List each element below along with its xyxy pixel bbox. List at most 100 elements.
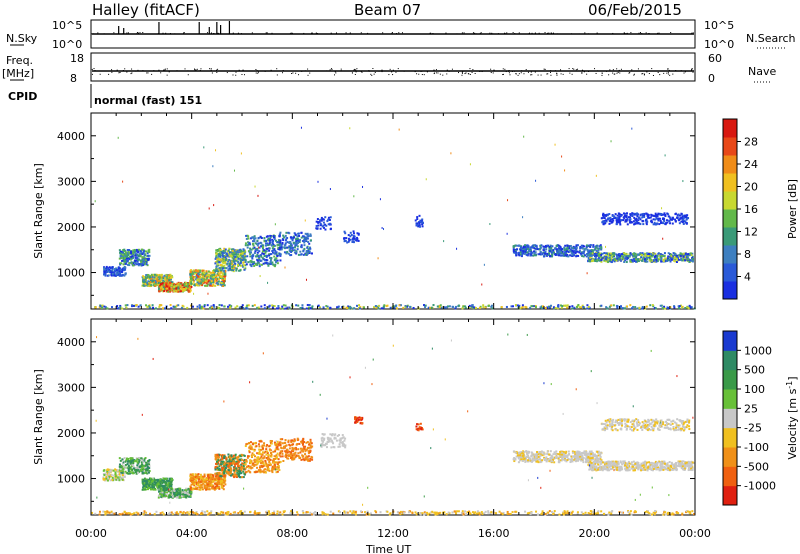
range-cell bbox=[414, 219, 417, 222]
range-cell bbox=[221, 277, 224, 280]
range-cell bbox=[106, 479, 109, 482]
range-cell bbox=[285, 238, 288, 241]
freq-dot bbox=[187, 74, 189, 76]
range-cell bbox=[643, 258, 646, 261]
range-cell bbox=[660, 213, 663, 216]
range-cell bbox=[197, 284, 200, 287]
range-cell bbox=[252, 240, 255, 243]
range-cell bbox=[519, 251, 522, 254]
range-cell bbox=[183, 282, 186, 285]
range-cell bbox=[153, 274, 156, 277]
range-cell bbox=[150, 273, 153, 276]
range-cell bbox=[260, 305, 263, 308]
range-cell bbox=[189, 272, 192, 275]
range-cell bbox=[170, 478, 173, 481]
range-cell bbox=[276, 244, 279, 247]
range-cell bbox=[292, 246, 295, 249]
range-cell bbox=[257, 194, 259, 197]
range-cell bbox=[607, 217, 610, 220]
range-cell bbox=[138, 255, 141, 258]
range-cell bbox=[209, 277, 212, 280]
range-cell bbox=[522, 245, 525, 248]
range-cell bbox=[251, 304, 254, 307]
range-cell bbox=[289, 246, 292, 249]
range-cell bbox=[296, 245, 299, 248]
range-cell bbox=[229, 267, 232, 270]
range-cell bbox=[551, 245, 554, 248]
freq-dot bbox=[642, 73, 644, 75]
range-cell bbox=[616, 259, 619, 262]
range-cell bbox=[521, 304, 524, 307]
range-cell bbox=[234, 258, 237, 261]
range-cell bbox=[272, 249, 275, 252]
range-cell bbox=[244, 264, 247, 267]
range-cell bbox=[307, 248, 310, 251]
range-cell bbox=[187, 286, 190, 289]
range-cell bbox=[326, 220, 329, 223]
range-cell bbox=[271, 306, 274, 309]
range-cell bbox=[239, 254, 242, 257]
range-cell bbox=[103, 469, 106, 472]
range-cell bbox=[650, 213, 653, 216]
range-cell bbox=[147, 274, 150, 277]
range-cell bbox=[586, 272, 588, 275]
range-cell bbox=[118, 249, 121, 252]
range-cell bbox=[553, 247, 556, 250]
range-cell bbox=[306, 303, 309, 306]
range-cell bbox=[585, 245, 588, 248]
range-cell bbox=[121, 269, 124, 272]
range-cell bbox=[549, 255, 552, 258]
range-cell bbox=[188, 290, 191, 293]
freq-dot bbox=[416, 73, 418, 75]
freq-dot bbox=[594, 68, 596, 70]
range-cell bbox=[135, 304, 138, 307]
range-cell bbox=[208, 280, 211, 283]
range-cell bbox=[190, 285, 193, 288]
range-cell bbox=[100, 304, 103, 307]
range-cell bbox=[126, 457, 129, 460]
range-cell bbox=[116, 307, 119, 310]
freq-tick-top: 18 bbox=[70, 52, 84, 65]
range-cell bbox=[113, 269, 116, 272]
range-cell bbox=[182, 305, 185, 308]
range-cell bbox=[147, 282, 150, 285]
range-cell bbox=[243, 252, 246, 255]
range-cell bbox=[634, 260, 637, 263]
range-cell bbox=[190, 284, 193, 287]
range-cell bbox=[391, 306, 394, 309]
range-cell bbox=[206, 283, 209, 286]
range-cell bbox=[254, 250, 257, 253]
range-cell bbox=[685, 222, 688, 225]
range-cell bbox=[579, 252, 582, 255]
range-cell bbox=[215, 256, 218, 259]
range-cell bbox=[610, 220, 613, 223]
range-cell bbox=[644, 254, 647, 257]
range-cell bbox=[278, 248, 281, 251]
range-cell bbox=[591, 251, 594, 254]
range-cell bbox=[629, 214, 632, 217]
range-cell bbox=[399, 304, 402, 307]
range-cell bbox=[249, 248, 252, 251]
range-cell bbox=[201, 278, 204, 281]
range-cell bbox=[336, 306, 339, 309]
range-cell bbox=[309, 234, 312, 237]
range-cell bbox=[127, 464, 130, 467]
freq-dot bbox=[612, 69, 614, 71]
range-cell bbox=[268, 249, 271, 252]
range-cell bbox=[625, 219, 628, 222]
range-cell bbox=[217, 306, 220, 309]
freq-dot bbox=[196, 68, 198, 70]
range-cell bbox=[419, 220, 422, 223]
range-cell bbox=[274, 263, 277, 266]
range-cell bbox=[516, 304, 519, 307]
range-cell bbox=[529, 248, 532, 251]
freq-dot bbox=[446, 69, 448, 71]
range-cell bbox=[571, 307, 574, 310]
range-cell bbox=[216, 250, 219, 253]
range-cell bbox=[263, 249, 266, 252]
range-cell bbox=[595, 260, 598, 263]
range-cell bbox=[239, 261, 242, 264]
range-cell bbox=[170, 280, 173, 283]
range-cell bbox=[641, 213, 644, 216]
